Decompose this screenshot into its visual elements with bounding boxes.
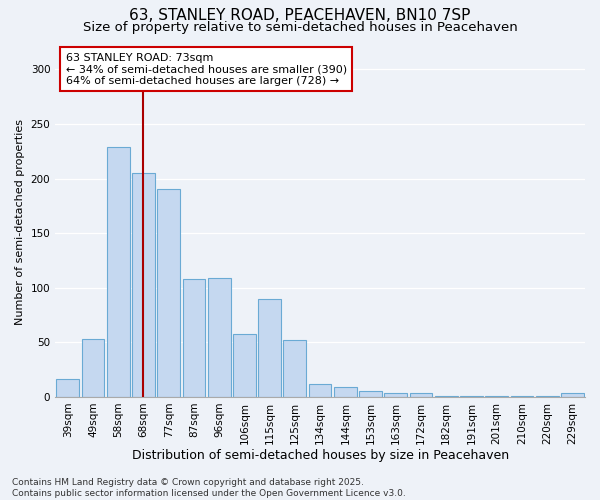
Bar bbox=[283, 340, 306, 397]
Bar bbox=[385, 392, 407, 397]
Bar bbox=[82, 339, 104, 397]
Bar bbox=[460, 396, 483, 397]
Bar bbox=[233, 334, 256, 397]
X-axis label: Distribution of semi-detached houses by size in Peacehaven: Distribution of semi-detached houses by … bbox=[131, 450, 509, 462]
Bar bbox=[334, 387, 356, 397]
Bar bbox=[485, 396, 508, 397]
Text: Size of property relative to semi-detached houses in Peacehaven: Size of property relative to semi-detach… bbox=[83, 21, 517, 34]
Text: 63 STANLEY ROAD: 73sqm
← 34% of semi-detached houses are smaller (390)
64% of se: 63 STANLEY ROAD: 73sqm ← 34% of semi-det… bbox=[66, 52, 347, 86]
Bar bbox=[536, 396, 559, 397]
Bar bbox=[359, 392, 382, 397]
Bar bbox=[258, 298, 281, 397]
Bar bbox=[309, 384, 331, 397]
Bar bbox=[511, 396, 533, 397]
Bar bbox=[56, 380, 79, 397]
Bar bbox=[132, 173, 155, 397]
Bar bbox=[208, 278, 230, 397]
Text: Contains HM Land Registry data © Crown copyright and database right 2025.
Contai: Contains HM Land Registry data © Crown c… bbox=[12, 478, 406, 498]
Y-axis label: Number of semi-detached properties: Number of semi-detached properties bbox=[15, 119, 25, 325]
Bar bbox=[182, 279, 205, 397]
Bar bbox=[435, 396, 458, 397]
Bar bbox=[561, 392, 584, 397]
Bar bbox=[107, 147, 130, 397]
Text: 63, STANLEY ROAD, PEACEHAVEN, BN10 7SP: 63, STANLEY ROAD, PEACEHAVEN, BN10 7SP bbox=[130, 8, 470, 22]
Bar bbox=[157, 190, 180, 397]
Bar bbox=[410, 392, 433, 397]
